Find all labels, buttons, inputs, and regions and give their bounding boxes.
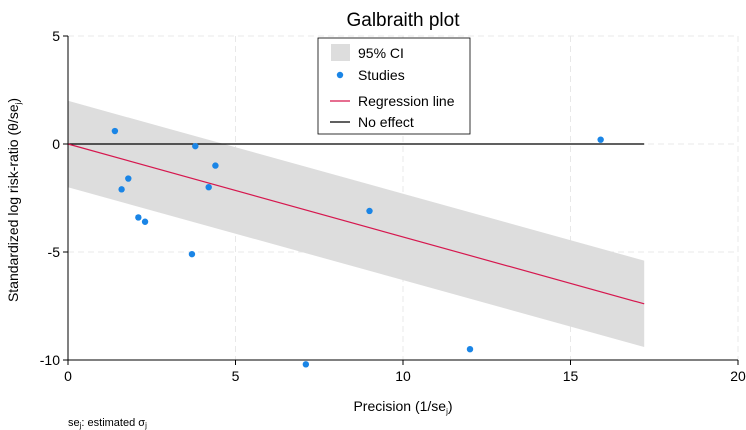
footnote: sej: estimated σj xyxy=(68,417,147,430)
axes xyxy=(63,35,739,365)
regression-line xyxy=(67,143,645,305)
study-point-7 xyxy=(192,142,199,150)
x-axis-title-end: ) xyxy=(448,398,453,414)
legend-ci-swatch xyxy=(331,44,350,61)
legend-studies-label: Studies xyxy=(358,67,405,83)
footnote-sub: j xyxy=(79,421,82,430)
study-points xyxy=(111,127,604,368)
legend-ci-label: 95% CI xyxy=(358,45,404,61)
x-tick-label-0: 0 xyxy=(64,368,72,384)
x-tick-label-4: 20 xyxy=(730,368,746,384)
study-point-12 xyxy=(466,346,474,353)
study-point-3 xyxy=(125,175,132,182)
y-tick-label-1: -5 xyxy=(48,244,61,260)
legend-no-effect-label: No effect xyxy=(358,114,414,130)
y-axis-title-main: Standardized log risk-ratio (θ/se xyxy=(5,104,21,302)
study-point-10 xyxy=(302,361,310,368)
footnote-mid: : estimated σ xyxy=(81,417,145,429)
x-axis-title-sub: j xyxy=(445,407,448,416)
study-point-11 xyxy=(366,207,373,215)
x-tick-label-1: 5 xyxy=(232,368,240,384)
x-tick-label-3: 15 xyxy=(563,368,579,384)
y-axis-title-end: ) xyxy=(5,98,21,103)
study-point-8 xyxy=(205,184,212,191)
x-axis-title: Precision (1/sej) xyxy=(353,398,452,416)
study-point-5 xyxy=(141,218,149,225)
chart-title: Galbraith plot xyxy=(346,10,460,31)
study-point-4 xyxy=(135,214,142,221)
study-point-2 xyxy=(118,186,125,193)
footnote-sub2: j xyxy=(144,421,147,430)
y-tick-label-0: -10 xyxy=(40,352,60,368)
study-point-1 xyxy=(111,127,119,135)
study-point-13 xyxy=(597,136,604,143)
y-tick-label-2: 0 xyxy=(52,136,60,152)
x-axis-title-main: Precision (1/se xyxy=(353,398,446,414)
x-tick-label-2: 10 xyxy=(395,368,411,384)
tick-labels: 0 5 10 15 20 -10 -5 0 5 xyxy=(40,28,746,384)
y-axis-title-sub: j xyxy=(14,102,23,105)
legend-studies-marker xyxy=(336,71,344,79)
legend: 95% CI Studies Regression line No effect xyxy=(317,37,471,135)
footnote-main: se xyxy=(68,417,80,429)
legend-regression-label: Regression line xyxy=(358,93,455,109)
study-point-6 xyxy=(188,250,196,258)
study-point-9 xyxy=(212,162,219,169)
y-tick-label-3: 5 xyxy=(52,28,60,44)
lines-layer xyxy=(67,143,645,305)
y-axis-title: Standardized log risk-ratio (θ/sej) xyxy=(5,98,23,302)
